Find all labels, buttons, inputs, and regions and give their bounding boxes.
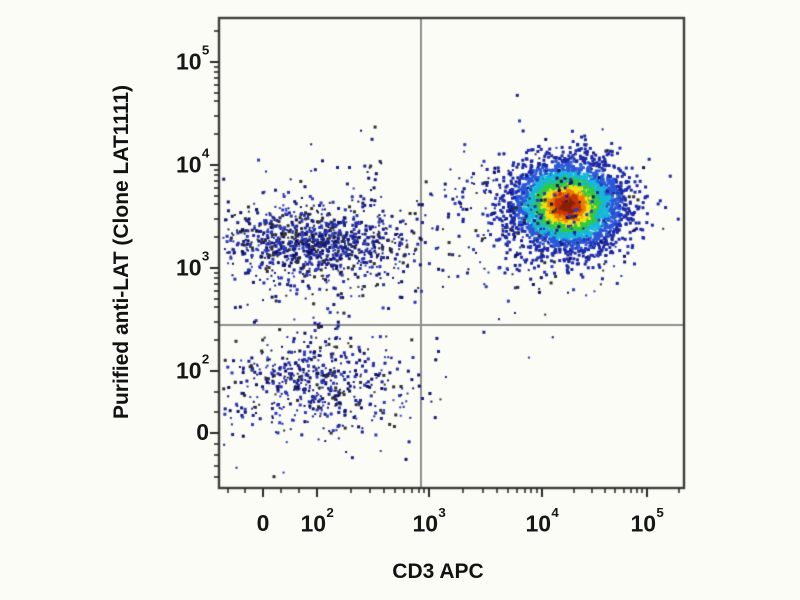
x-axis-title: CD3 APC — [392, 560, 484, 583]
x-tick-label-102: 102 — [300, 505, 334, 537]
x-tick-label-103: 103 — [412, 505, 446, 537]
y-tick-label-105: 105 — [175, 42, 210, 75]
x-tick-label-104: 104 — [525, 505, 559, 537]
y-tick-label-0: 0 — [196, 419, 209, 446]
y-tick-label-104: 104 — [175, 145, 210, 178]
x-tick-label-0: 0 — [256, 510, 270, 536]
x-tick-label-105: 105 — [630, 505, 664, 537]
y-axis-title: Purified anti-LAT (Clone LAT1111) — [110, 84, 133, 420]
y-tick-label-102: 102 — [175, 351, 210, 384]
y-tick-label-103: 103 — [175, 248, 210, 281]
